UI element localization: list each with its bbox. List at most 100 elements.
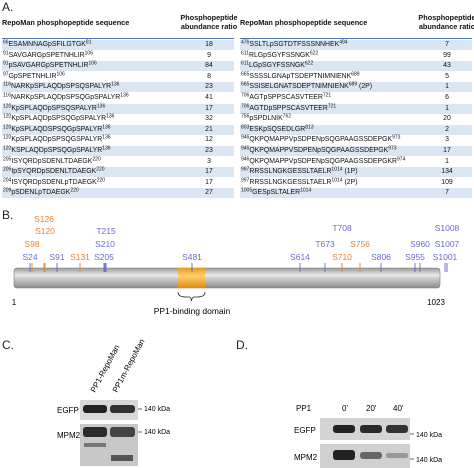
sequence-cell: 66ESAMNNAGpSFILGTGK81 [3,40,91,50]
sequence: SAVGARGpSPETNHLIR [8,51,85,59]
sequence: IpSYQRDpSDENLTDAEGK [11,168,97,176]
start-residue: 91 [3,60,9,67]
table-row: 91pSAVGARGpSPETNHLIR106 84 [2,61,234,72]
column-header: Phosphopeptide abundance ratio [418,13,474,31]
start-residue: 706 [241,92,250,99]
site-label: S614 [290,252,310,262]
row-label: MPM2 [294,453,318,462]
table-row: 205ISYQRDpSDENLTDAEGK220 3 [2,156,234,167]
end-residue: 1014 [331,166,343,173]
header-rule [240,38,472,39]
end-residue: 136 [96,103,106,110]
sequence-cell: 205ISYQRDpSDENLTDAEGK220 [3,157,101,167]
header-rule [2,38,234,39]
lane-label: 20' [366,404,377,413]
start-residue: 706 [241,103,250,110]
end-residue: 106 [84,50,93,57]
ratio-cell: 7 [445,189,449,197]
band [333,425,355,433]
sequence-cell: 803ESKpSQSEDLGR813 [241,125,314,135]
row-label: EGFP [294,426,316,435]
table-row: 611RLGpSGYFSSNGK622 99 [240,50,472,61]
end-label: 1023 [427,298,445,307]
table-row: 1005GESpSLTALER1014 7 [240,188,472,199]
end-residue: 974 [397,156,406,163]
sequence: SSISELGNATSDEPTNIMNIENK [249,83,349,91]
sequence: KpSPLAQDSPSQGpSPALYR [11,125,103,133]
table-row: 205IpSYQRDpSDENLTDAEGK220 17 [2,167,234,178]
end-residue: 220 [96,177,106,184]
end-residue: 106 [56,71,65,78]
lane-label: 0' [342,404,348,413]
binding-domain [178,268,205,288]
band [110,427,135,437]
end-residue: 689 [348,81,358,88]
table-row: 476SSLTLpSGTDTFSSSNNHEK494 7 [240,40,472,50]
ratio-cell: 17 [205,178,213,186]
site-label: S1007 [435,239,460,249]
end-residue: 494 [339,39,348,46]
ratio-cell: 17 [205,168,213,176]
table-row: 120KpSPLAQDSPSQGpSPALYR136 21 [2,124,234,135]
sequence-cell: 120KpSPLAQDpSPSQGSPALYR136 [3,135,111,145]
table-row: 204ISYQRDpSDENLpTDAEGK220 17 [2,177,234,188]
end-residue: 721 [322,92,332,99]
sequence: RRSSLNGKGESSLTAELR [249,178,332,186]
ratio-cell: 27 [205,189,213,197]
table-row: 946QKPQMAPPVSDPENpSQGPAAGSSDEPGK973 17 [240,146,472,156]
ratio-cell: 134 [441,168,453,176]
start-residue: 997 [241,177,250,184]
end-residue: 973 [388,145,397,152]
start-residue: 205 [3,156,12,163]
site-label: S205 [94,252,114,262]
end-residue: 622 [309,50,319,57]
table-row: 706AGTpSPPSCASVTEER721 6 [240,93,472,103]
start-residue: 946 [241,134,250,141]
sequence-cell: 706AGTpSPPSCASVTEER721 [241,93,331,103]
sequence: LGpSGYFSSNGK [248,62,305,70]
start-residue: 116 [3,92,11,99]
ratio-cell: 1 [445,83,449,91]
sequence-cell: 120KpSPLAQDpSPSQGpSPALYR136 [3,114,114,124]
ratio-cell: 109 [441,178,453,186]
protein-bar [13,267,441,289]
end-residue: 136 [106,113,115,120]
start-residue: 946 [241,145,250,152]
end-residue: 622 [304,60,314,67]
start-residue: 756 [241,113,250,120]
band [111,455,133,461]
end-residue: 136 [120,92,129,99]
site-label: T215 [96,226,116,236]
table-row: 120KpSPLAQDpSPSQSPALYR136 17 [2,103,234,114]
table-half: RepoMan phosphopeptide sequence Phosphope… [2,12,238,201]
ratio-cell: 8 [207,72,211,80]
end-residue: 81 [85,39,92,46]
sequence-cell: 116NARKpSPLAQDpSPSQGpSPALYR136 [3,93,129,103]
sequence: pSPDLNIK [249,115,283,123]
start-residue: 120 [3,134,12,141]
sequence-cell: 946QKPQMAPPVSDPENpSQGPAAGSSDEPGK973 [241,146,397,156]
band [333,450,355,460]
sequence-cell: 91pSAVGARGpSPETNHLIR106 [3,61,97,71]
note: (2P) [344,178,358,186]
site-label: S1001 [433,252,458,262]
sequence: ISYQRDpSDENLpTDAEGK [11,178,97,186]
start-residue: 204 [3,177,12,184]
sequence-cell: 476SSLTLpSGTDTFSSSNNHEK494 [241,40,348,50]
sequence-cell: 205IpSYQRDpSDENLTDAEGK220 [3,167,105,177]
panel-label: A. [2,0,14,14]
sequence-cell: 120KSPLAQDpSPSQGpSPALYR136 [3,146,111,156]
ratio-cell: 1 [445,104,449,112]
sequence: AGTDpSPPSCASVTEER [249,104,328,112]
ratio-cell: 7 [445,41,449,48]
sequence: RRSSLNGKGESSLTAELR [249,168,332,176]
treatment-label: PP1 [296,404,312,413]
table-row: 997RRSSLNGKGESSLTAELR1014 (1P) 134 [240,166,472,178]
band [386,425,408,433]
panel-label: C. [2,338,14,352]
end-residue: 136 [102,134,111,141]
start-residue: 997 [241,166,250,173]
band [386,453,408,458]
ratio-cell: 23 [205,147,213,154]
